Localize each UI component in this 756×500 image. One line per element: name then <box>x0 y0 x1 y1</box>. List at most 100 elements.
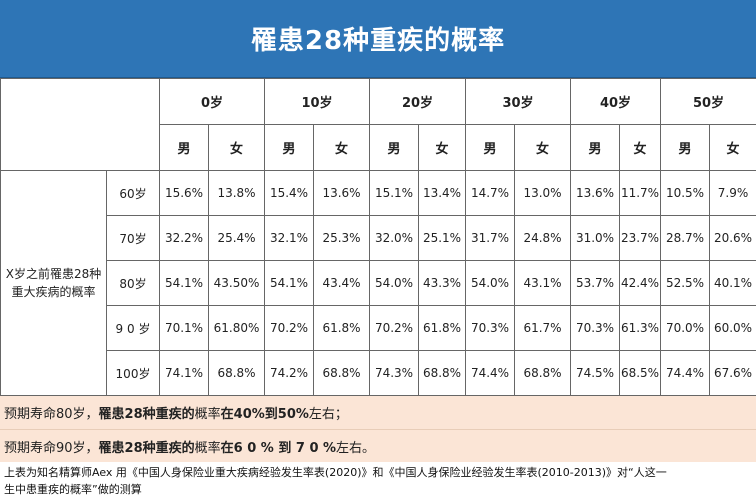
note-bold: 罹患28种重疾的 <box>98 407 195 422</box>
probability-cell: 20.6% <box>709 215 756 261</box>
note-middle: 概率 <box>194 440 221 456</box>
note-bold: 在40%到50% <box>220 407 309 422</box>
female-header: 女 <box>207 124 266 171</box>
probability-cell: 32.1% <box>264 215 315 261</box>
female-header: 女 <box>709 124 756 171</box>
row-group-label-line: X岁之前罹患28种 <box>5 267 102 281</box>
probability-cell: 40.1% <box>709 260 756 306</box>
probability-cell: 74.1% <box>159 350 209 396</box>
probability-cell: 42.4% <box>619 260 662 306</box>
female-header: 女 <box>313 124 371 171</box>
age-header: 0岁 <box>158 78 266 125</box>
age-limit-cell: 60岁 <box>106 170 160 216</box>
probability-cell: 70.0% <box>660 305 711 351</box>
female-header: 女 <box>514 124 572 171</box>
table-row: 100岁 74.1% 68.8% 74.2% 68.8% 74.3% 68.8% 74.4% 6… <box>1 350 756 396</box>
age-header-row: 0岁 10岁 20岁 30岁 40岁 50岁 <box>0 78 756 171</box>
probability-cell: 74.5% <box>570 350 621 396</box>
probability-cell: 74.4% <box>660 350 711 396</box>
table-row: X岁之前罹患28种 重大疾病的概率 60岁 15.6% 13.8% 15.4% 13.6% 1… <box>0 170 756 396</box>
male-header: 男 <box>369 124 420 171</box>
note-bold: 罹患28种重疾的 <box>98 440 195 456</box>
probability-cell: 15.4% <box>264 170 315 216</box>
corner-cell <box>0 78 160 171</box>
probability-cell: 54.1% <box>159 260 209 306</box>
probability-cell: 61.8% <box>418 305 467 351</box>
note-bold: 在6 0 % 到 7 0 % <box>220 440 337 456</box>
probability-cell: 68.5% <box>619 350 662 396</box>
probability-cell: 61.7% <box>514 305 572 351</box>
probability-cell: 32.2% <box>159 215 209 261</box>
notes-panel: 预期寿命80岁， 罹患28种重疾的 概率 在40%到50% 左右； 预期寿命90岁， 罹患… <box>0 396 756 462</box>
page-title: 罹患28种重疾的概率 <box>0 0 756 78</box>
sex-header-row: 男 女 男 女 男 女 男 女 男 女 男 女 <box>1 124 756 171</box>
probability-cell: 54.0% <box>465 260 516 306</box>
male-header: 男 <box>660 124 711 171</box>
probability-cell: 7.9% <box>709 170 756 216</box>
note-line: 预期寿命90岁， 罹患28种重疾的 概率 在6 0 % 到 7 0 % 左右。 <box>0 429 756 462</box>
probability-cell: 15.1% <box>369 170 420 216</box>
female-header: 女 <box>418 124 467 171</box>
probability-cell: 74.2% <box>264 350 315 396</box>
female-header: 女 <box>619 124 662 171</box>
probability-cell: 31.0% <box>570 215 621 261</box>
probability-cell: 32.0% <box>369 215 420 261</box>
age-limit-cell: 9 0 岁 <box>106 305 160 351</box>
probability-cell: 52.5% <box>660 260 711 306</box>
probability-cell: 23.7% <box>619 215 662 261</box>
probability-cell: 53.7% <box>570 260 621 306</box>
note-line: 预期寿命80岁， 罹患28种重疾的 概率 在40%到50% 左右； <box>0 396 756 429</box>
probability-cell: 31.7% <box>465 215 516 261</box>
male-header: 男 <box>465 124 516 171</box>
table-row: 9 0 岁 70.1% 61.80% 70.2% 61.8% 70.2% 61.8% 70.3… <box>1 305 756 351</box>
age-header: 20岁 <box>369 78 467 125</box>
probability-cell: 68.8% <box>514 350 572 396</box>
probability-cell: 24.8% <box>514 215 572 261</box>
probability-cell: 70.1% <box>159 305 209 351</box>
age-header: 40岁 <box>570 78 662 125</box>
probability-cell: 14.7% <box>465 170 516 216</box>
note-suffix: 左右； <box>308 407 348 422</box>
male-header: 男 <box>264 124 315 171</box>
note-prefix: 预期寿命90岁， <box>4 440 99 456</box>
probability-cell: 68.8% <box>313 350 371 396</box>
probability-cell: 61.80% <box>207 305 266 351</box>
probability-cell: 13.0% <box>514 170 572 216</box>
row-group-label: X岁之前罹患28种 重大疾病的概率 <box>0 170 107 396</box>
probability-table: 0岁 10岁 20岁 30岁 40岁 50岁 男 女 男 女 男 女 男 女 男… <box>0 78 756 396</box>
probability-cell: 68.8% <box>418 350 467 396</box>
probability-cell: 61.3% <box>619 305 662 351</box>
source-footnote: 上表为知名精算师Aex 用《中国人身保险业重大疾病经验发生率表(2020)》和《… <box>0 462 756 498</box>
probability-cell: 54.0% <box>369 260 420 306</box>
row-group-label-line: 重大疾病的概率 <box>11 285 96 299</box>
probability-cell: 43.4% <box>313 260 371 306</box>
probability-cell: 13.6% <box>570 170 621 216</box>
note-middle: 概率 <box>194 407 221 422</box>
table-row: 70岁 32.2% 25.4% 32.1% 25.3% 32.0% 25.1% 31.7% 24… <box>1 215 756 261</box>
table-row: 80岁 54.1% 43.50% 54.1% 43.4% 54.0% 43.3% 54.0% 4… <box>1 260 756 306</box>
probability-cell: 43.3% <box>418 260 467 306</box>
note-suffix: 左右。 <box>336 440 376 456</box>
footnote-line: 生中患重疾的概率”做的测算 <box>4 483 142 496</box>
age-limit-cell: 80岁 <box>106 260 160 306</box>
probability-cell: 25.1% <box>418 215 467 261</box>
probability-cell: 70.2% <box>264 305 315 351</box>
male-header: 男 <box>159 124 209 171</box>
probability-cell: 61.8% <box>313 305 371 351</box>
note-prefix: 预期寿命80岁， <box>4 407 99 422</box>
probability-cell: 70.2% <box>369 305 420 351</box>
probability-cell: 54.1% <box>264 260 315 306</box>
probability-cell: 13.4% <box>418 170 467 216</box>
probability-cell: 70.3% <box>570 305 621 351</box>
probability-cell: 60.0% <box>709 305 756 351</box>
probability-cell: 25.4% <box>207 215 266 261</box>
probability-cell: 74.4% <box>465 350 516 396</box>
probability-cell: 43.50% <box>207 260 266 306</box>
probability-cell: 74.3% <box>369 350 420 396</box>
age-header: 10岁 <box>264 78 371 125</box>
age-header: 30岁 <box>465 78 572 125</box>
probability-cell: 13.6% <box>313 170 371 216</box>
probability-cell: 10.5% <box>660 170 711 216</box>
age-limit-cell: 100岁 <box>106 350 160 396</box>
probability-cell: 11.7% <box>619 170 662 216</box>
